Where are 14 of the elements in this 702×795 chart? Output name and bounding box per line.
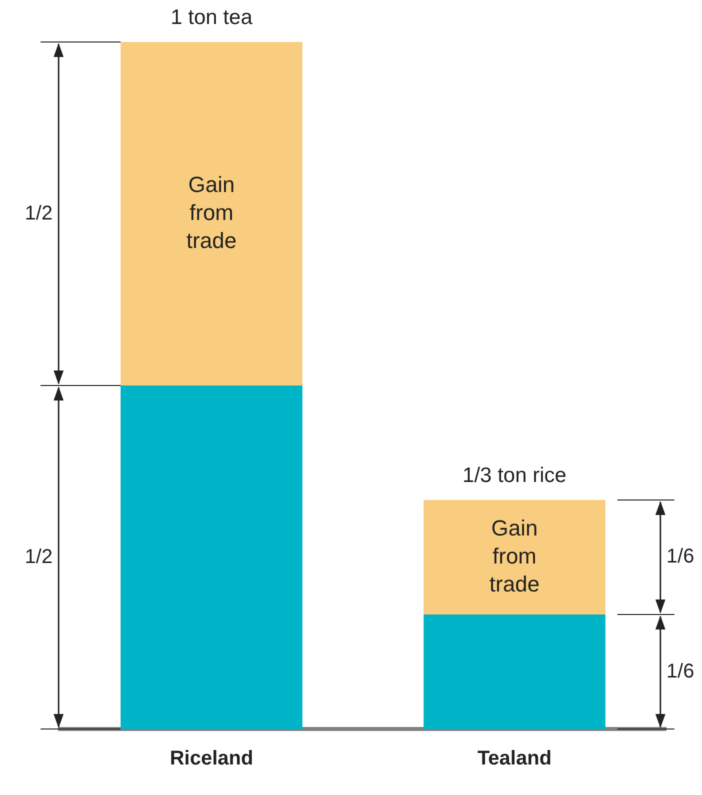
series-label: Gain from trade: [489, 515, 540, 596]
x-tick-label: Tealand: [477, 748, 552, 770]
bar: [424, 500, 606, 614]
annotation: 1 ton tea: [170, 6, 253, 29]
bar: [424, 614, 606, 729]
text: 1/2: [24, 546, 53, 568]
bar: [120, 42, 302, 386]
annotation: 1/6: [666, 546, 694, 568]
x-tick-label: Riceland: [170, 748, 254, 770]
text: Gain from trade: [186, 172, 237, 253]
annotation: 1/3 ton rice: [462, 464, 566, 487]
annotation: 1/6: [666, 660, 694, 682]
text: 1/2: [24, 202, 53, 224]
bar: [120, 386, 302, 729]
